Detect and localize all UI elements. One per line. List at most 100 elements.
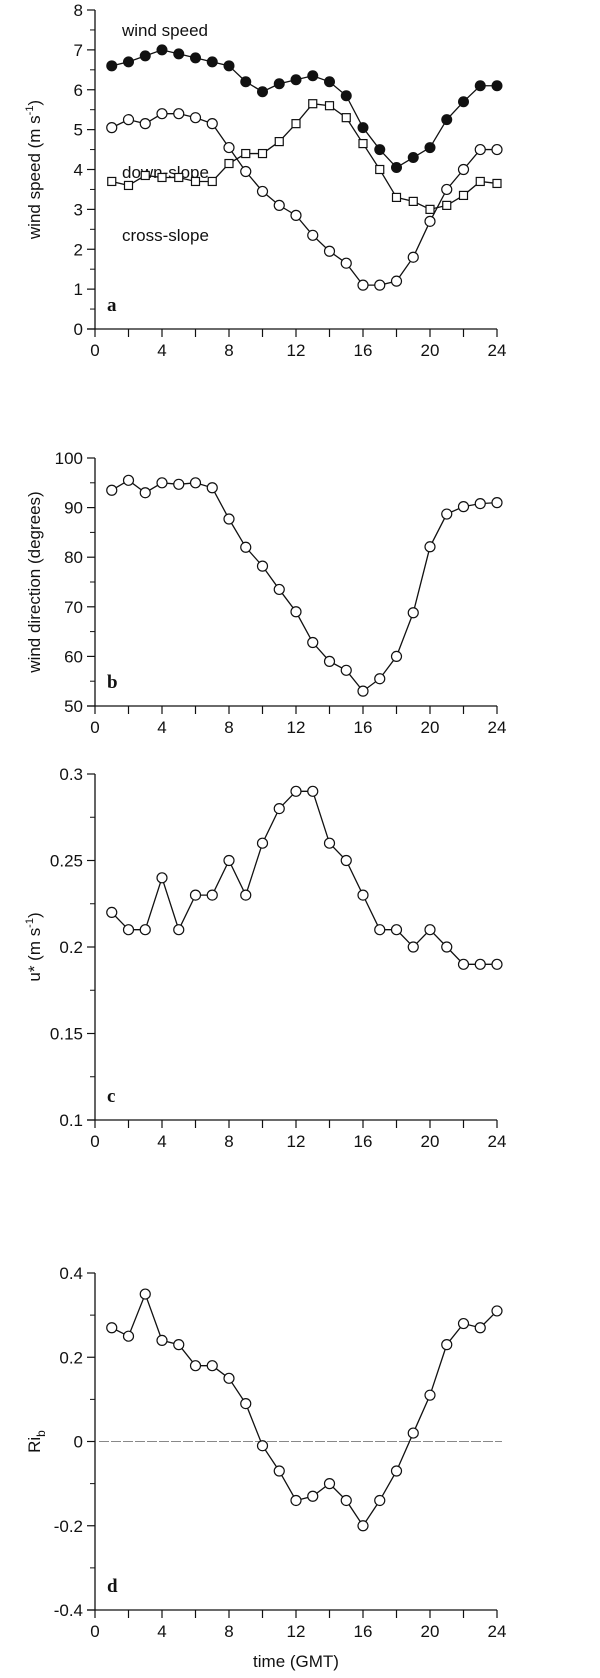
- data-point-circle: [223, 513, 235, 525]
- data-point-square: [308, 99, 318, 109]
- data-point-circle: [491, 497, 503, 509]
- data-point-circle: [407, 607, 419, 619]
- data-point-circle: [106, 1322, 118, 1334]
- series-line: [111, 790, 497, 965]
- panel-b: 50 60 70 80 90 100 0 4 8 12 16 20 24 wind direction (…: [25, 449, 506, 737]
- data-point-filled: [357, 122, 369, 134]
- series-label: wind speed: [121, 21, 208, 40]
- data-point-square: [408, 196, 418, 206]
- data-point-circle: [340, 854, 352, 867]
- y-tick-label: 80: [64, 548, 83, 567]
- data-point-circle: [441, 941, 453, 953]
- x-tick-label: 16: [354, 341, 373, 360]
- data-point-filled: [307, 70, 319, 82]
- y-tick-label: 0.3: [59, 765, 83, 784]
- y-tick-label: 5: [74, 121, 83, 140]
- data-point-circle: [156, 1334, 168, 1347]
- x-tick-label: 24: [488, 1132, 507, 1151]
- y-tick-label: 0.25: [50, 852, 83, 871]
- series-line: [111, 49, 497, 169]
- y-tick-label: 0.1: [59, 1111, 83, 1130]
- data-point-circle: [173, 1339, 185, 1351]
- data-point-filled: [206, 56, 218, 68]
- data-point-square: [207, 176, 217, 187]
- data-point-circle: [223, 1372, 235, 1384]
- data-point-circle: [106, 906, 118, 919]
- data-point-circle: [273, 199, 285, 211]
- data-point-square: [190, 176, 201, 187]
- x-tick-label: 8: [224, 341, 233, 360]
- data-point-circle: [240, 889, 252, 901]
- data-point-circle: [357, 279, 369, 291]
- y-axis-label-text: u* (m s: [25, 928, 44, 982]
- data-point-circle: [206, 482, 218, 494]
- data-point-square: [274, 136, 284, 147]
- data-point-filled: [374, 144, 386, 156]
- y-axis-label-sup: -1: [24, 918, 36, 928]
- y-tick-label: -0.2: [54, 1517, 83, 1536]
- data-point-circle: [441, 508, 453, 520]
- x-tick-label: 16: [354, 1622, 373, 1641]
- data-point-circle: [307, 636, 319, 649]
- data-point-circle: [307, 229, 319, 241]
- data-point-circle: [390, 1465, 403, 1477]
- x-tick-label: 4: [157, 341, 166, 360]
- data-point-square: [458, 190, 469, 201]
- data-point-circle: [390, 275, 403, 287]
- y-tick-label: 100: [55, 449, 83, 468]
- data-point-circle: [122, 474, 135, 486]
- y-tick-label: 2: [74, 240, 83, 259]
- y-axis-label: u* (m s-1): [24, 912, 44, 981]
- x-tick-label: 12: [287, 1132, 306, 1151]
- x-tick-label: 8: [224, 1132, 233, 1151]
- x-tick-label: 24: [488, 718, 507, 737]
- x-tick-label: 12: [287, 718, 306, 737]
- panel-letter: c: [107, 1086, 115, 1107]
- data-point-circle: [390, 924, 403, 936]
- data-point-circle: [457, 1317, 470, 1330]
- data-point-circle: [189, 477, 202, 489]
- data-point-circle: [122, 924, 135, 936]
- data-point-circle: [474, 1322, 486, 1334]
- data-point-circle: [307, 1490, 319, 1502]
- y-tick-label: 60: [64, 647, 83, 666]
- panel-d: -0.4 -0.2 0 0.2 0.4 0 4 8 12 16 20 24 Rib time (GMT) d: [25, 1264, 506, 1671]
- panel-letter: a: [107, 295, 117, 316]
- data-point-filled: [106, 60, 118, 72]
- data-point-circle: [156, 108, 168, 120]
- data-point-circle: [240, 1397, 252, 1410]
- y-tick-label: 0: [74, 320, 83, 339]
- x-tick-label: 0: [90, 718, 99, 737]
- x-tick-label: 8: [224, 1622, 233, 1641]
- data-point-circle: [340, 664, 352, 676]
- data-point-circle: [240, 541, 252, 553]
- data-point-circle: [256, 560, 269, 572]
- data-point-circle: [424, 924, 436, 936]
- data-point-circle: [256, 1440, 269, 1452]
- x-tick-label: 4: [157, 1622, 166, 1641]
- data-point-square: [107, 176, 117, 187]
- x-tick-label: 4: [157, 718, 166, 737]
- data-point-square: [324, 101, 335, 111]
- data-point-circle: [139, 487, 151, 499]
- data-point-circle: [340, 257, 352, 269]
- data-point-circle: [139, 1288, 151, 1300]
- y-axis-label: Rib: [25, 1430, 48, 1453]
- x-axis-label: time (GMT): [253, 1652, 339, 1671]
- y-tick-label: 0: [74, 1433, 83, 1452]
- y-axis-label-close: ): [25, 912, 44, 918]
- x-tick-label: 20: [421, 341, 440, 360]
- data-point-circle: [273, 1465, 285, 1477]
- data-point-square: [241, 148, 251, 159]
- data-point-square: [391, 192, 402, 203]
- y-tick-label: 7: [74, 41, 83, 60]
- data-point-filled: [324, 76, 335, 88]
- data-point-circle: [290, 606, 302, 618]
- data-point-circle: [290, 209, 302, 221]
- y-tick-label: 0.4: [59, 1264, 83, 1283]
- data-point-circle: [390, 650, 403, 663]
- data-point-circle: [357, 889, 369, 901]
- data-point-circle: [290, 785, 302, 797]
- data-point-square: [257, 148, 268, 159]
